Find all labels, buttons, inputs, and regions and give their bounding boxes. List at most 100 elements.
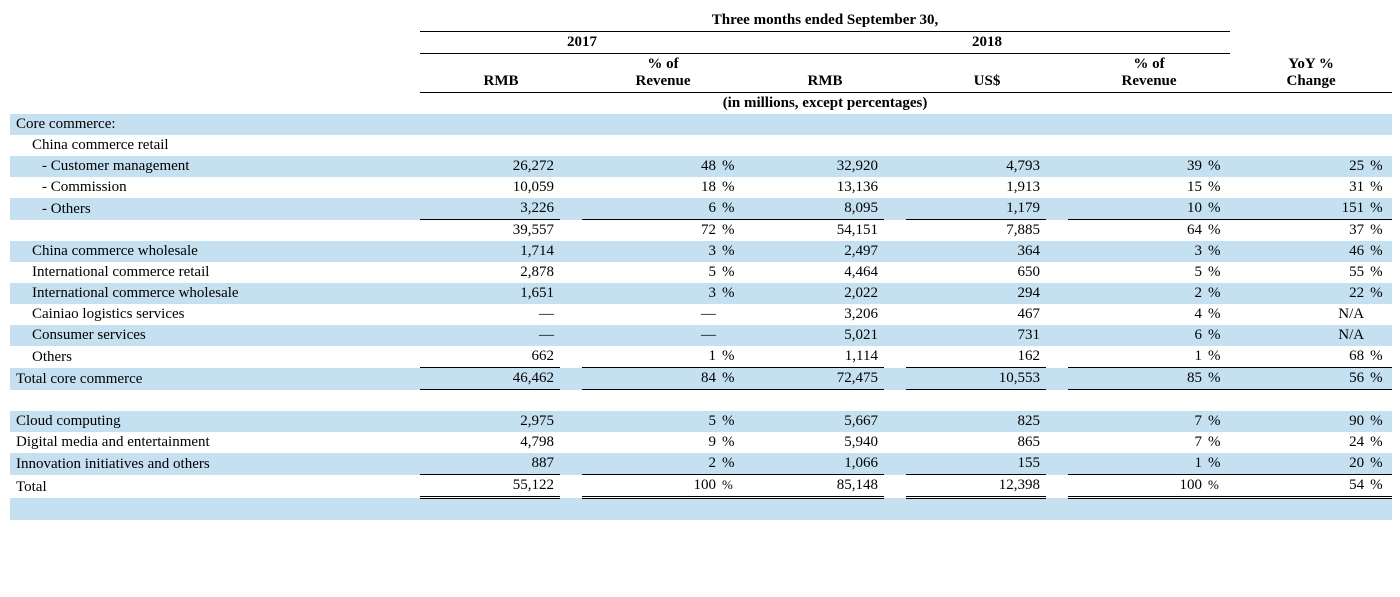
intl-retail-rmb17: 2,878 xyxy=(420,262,560,283)
cust-mgmt-rmb18: 32,920 xyxy=(744,156,884,177)
retail-sub-p17: 72 xyxy=(582,220,722,242)
label-intl-wholesale: International commerce wholesale xyxy=(10,283,420,304)
cainiao-usd18: 467 xyxy=(906,304,1046,325)
overall-header: Three months ended September 30, xyxy=(420,10,1230,32)
consumer-svc-p18: 6 xyxy=(1068,325,1208,346)
innovation-yoy: 20 xyxy=(1230,453,1370,475)
intl-wholesale-rmb18: 2,022 xyxy=(744,283,884,304)
label-intl-retail: International commerce retail xyxy=(10,262,420,283)
row-china-retail: China commerce retail xyxy=(10,135,1392,156)
total-core-usd18: 10,553 xyxy=(906,368,1046,390)
row-commission: - Commission 10,059 18% 13,136 1,913 15%… xyxy=(10,177,1392,198)
commission-rmb17: 10,059 xyxy=(420,177,560,198)
others-core-yoy: 68 xyxy=(1230,346,1370,368)
label-total-core: Total core commerce xyxy=(10,368,420,390)
col-rmb-2017: RMB xyxy=(420,54,582,93)
cloud-rmb17: 2,975 xyxy=(420,411,560,432)
intl-retail-rmb18: 4,464 xyxy=(744,262,884,283)
retail-sub-rmb18: 54,151 xyxy=(744,220,884,242)
total-p18: 100 xyxy=(1068,475,1208,498)
cainiao-rmb17: — xyxy=(420,304,560,325)
commission-usd18: 1,913 xyxy=(906,177,1046,198)
row-trailing xyxy=(10,498,1392,521)
total-core-yoy: 56 xyxy=(1230,368,1370,390)
intl-wholesale-yoy: 22 xyxy=(1230,283,1370,304)
row-retail-subtotal: 39,557 72% 54,151 7,885 64% 37% xyxy=(10,220,1392,242)
china-wholesale-p17: 3 xyxy=(582,241,722,262)
header-years: 2017 2018 xyxy=(10,32,1392,54)
header-overall: Three months ended September 30, xyxy=(10,10,1392,32)
retail-sub-rmb17: 39,557 xyxy=(420,220,560,242)
total-core-rmb17: 46,462 xyxy=(420,368,560,390)
consumer-svc-rmb18: 5,021 xyxy=(744,325,884,346)
label-digital-media: Digital media and entertainment xyxy=(10,432,420,453)
china-wholesale-p18: 3 xyxy=(1068,241,1208,262)
row-innovation: Innovation initiatives and others 887 2%… xyxy=(10,453,1392,475)
digital-media-yoy: 24 xyxy=(1230,432,1370,453)
total-p17: 100 xyxy=(582,475,722,498)
label-others-retail: - Others xyxy=(10,198,420,220)
label-total: Total xyxy=(10,475,420,498)
row-digital-media: Digital media and entertainment 4,798 9%… xyxy=(10,432,1392,453)
label-others-core: Others xyxy=(10,346,420,368)
financial-table: Three months ended September 30, 2017 20… xyxy=(10,10,1392,520)
intl-wholesale-rmb17: 1,651 xyxy=(420,283,560,304)
total-yoy: 54 xyxy=(1230,475,1370,498)
row-cust-mgmt: - Customer management 26,272 48% 32,920 … xyxy=(10,156,1392,177)
intl-wholesale-p18: 2 xyxy=(1068,283,1208,304)
digital-media-rmb18: 5,940 xyxy=(744,432,884,453)
digital-media-usd18: 865 xyxy=(906,432,1046,453)
cainiao-yoy: N/A xyxy=(1230,304,1370,325)
consumer-svc-rmb17: — xyxy=(420,325,560,346)
row-china-wholesale: China commerce wholesale 1,714 3% 2,497 … xyxy=(10,241,1392,262)
label-commission: - Commission xyxy=(10,177,420,198)
commission-p18: 15 xyxy=(1068,177,1208,198)
row-total: Total 55,122 100% 85,148 12,398 100% 54% xyxy=(10,475,1392,498)
others-core-p17: 1 xyxy=(582,346,722,368)
row-cloud: Cloud computing 2,975 5% 5,667 825 7% 90… xyxy=(10,411,1392,432)
total-usd18: 12,398 xyxy=(906,475,1046,498)
china-wholesale-usd18: 364 xyxy=(906,241,1046,262)
intl-retail-usd18: 650 xyxy=(906,262,1046,283)
total-rmb17: 55,122 xyxy=(420,475,560,498)
innovation-usd18: 155 xyxy=(906,453,1046,475)
retail-sub-yoy: 37 xyxy=(1230,220,1370,242)
total-rmb18: 85,148 xyxy=(744,475,884,498)
row-others-core: Others 662 1% 1,114 162 1% 68% xyxy=(10,346,1392,368)
others-core-rmb17: 662 xyxy=(420,346,560,368)
col-rmb-2018: RMB xyxy=(744,54,906,93)
row-intl-wholesale: International commerce wholesale 1,651 3… xyxy=(10,283,1392,304)
col-pct-2018: % of Revenue xyxy=(1068,54,1230,93)
innovation-p18: 1 xyxy=(1068,453,1208,475)
innovation-p17: 2 xyxy=(582,453,722,475)
intl-wholesale-p17: 3 xyxy=(582,283,722,304)
digital-media-rmb17: 4,798 xyxy=(420,432,560,453)
commission-yoy: 31 xyxy=(1230,177,1370,198)
others-retail-rmb18: 8,095 xyxy=(744,198,884,220)
cust-mgmt-p18: 39 xyxy=(1068,156,1208,177)
row-consumer-svc: Consumer services — — 5,021 731 6% N/A xyxy=(10,325,1392,346)
row-intl-retail: International commerce retail 2,878 5% 4… xyxy=(10,262,1392,283)
label-cainiao: Cainiao logistics services xyxy=(10,304,420,325)
others-core-usd18: 162 xyxy=(906,346,1046,368)
intl-retail-yoy: 55 xyxy=(1230,262,1370,283)
year-2018: 2018 xyxy=(744,32,1230,54)
digital-media-p18: 7 xyxy=(1068,432,1208,453)
year-2017: 2017 xyxy=(420,32,744,54)
row-cainiao: Cainiao logistics services — — 3,206 467… xyxy=(10,304,1392,325)
digital-media-p17: 9 xyxy=(582,432,722,453)
cainiao-p17: — xyxy=(582,304,722,325)
retail-sub-usd18: 7,885 xyxy=(906,220,1046,242)
label-china-wholesale: China commerce wholesale xyxy=(10,241,420,262)
others-retail-p18: 10 xyxy=(1068,198,1208,220)
label-cloud: Cloud computing xyxy=(10,411,420,432)
cust-mgmt-yoy: 25 xyxy=(1230,156,1370,177)
row-total-core: Total core commerce 46,462 84% 72,475 10… xyxy=(10,368,1392,390)
consumer-svc-yoy: N/A xyxy=(1230,325,1370,346)
col-pct-2017: % of Revenue xyxy=(582,54,744,93)
header-cols: RMB % of Revenue RMB US$ % of Revenue Yo… xyxy=(10,54,1392,93)
header-units: (in millions, except percentages) xyxy=(10,93,1392,115)
innovation-rmb17: 887 xyxy=(420,453,560,475)
intl-retail-p18: 5 xyxy=(1068,262,1208,283)
cust-mgmt-usd18: 4,793 xyxy=(906,156,1046,177)
